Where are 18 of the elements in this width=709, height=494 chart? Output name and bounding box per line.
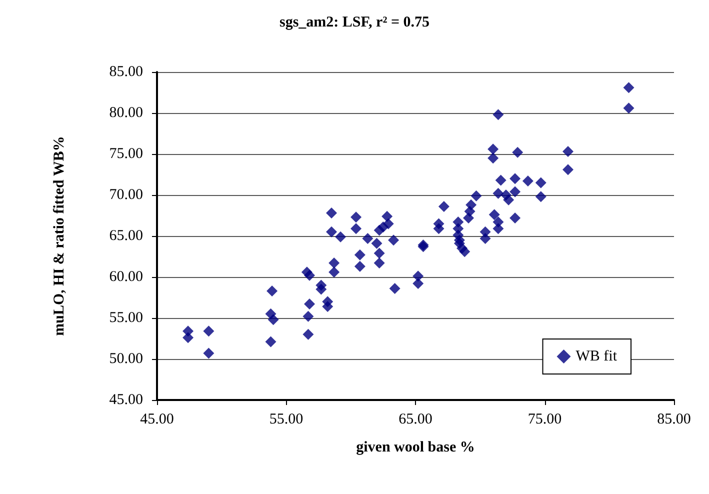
y-tick-label: 65.00 <box>109 228 143 244</box>
x-tick-label: 65.00 <box>398 412 432 428</box>
chart-title: sgs_am2: LSF, r² = 0.75 <box>280 14 430 30</box>
y-tick-label: 60.00 <box>109 269 143 285</box>
y-tick-label: 55.00 <box>109 310 143 326</box>
x-axis-title: given wool base % <box>356 440 475 456</box>
legend-label: WB fit <box>576 348 618 364</box>
y-axis-title: muLO, HI & ratio fitted WB% <box>52 136 68 336</box>
y-tick-label: 80.00 <box>109 105 143 121</box>
y-tick-label: 85.00 <box>109 64 143 80</box>
y-tick-label: 50.00 <box>109 351 143 367</box>
x-tick-label: 55.00 <box>269 412 304 428</box>
y-tick-label: 70.00 <box>109 187 143 203</box>
y-tick-label: 75.00 <box>109 146 143 162</box>
x-tick-label: 85.00 <box>657 412 691 428</box>
y-tick-label: 45.00 <box>109 392 143 408</box>
x-tick-label: 75.00 <box>528 412 562 428</box>
x-tick-label: 45.00 <box>140 412 174 428</box>
